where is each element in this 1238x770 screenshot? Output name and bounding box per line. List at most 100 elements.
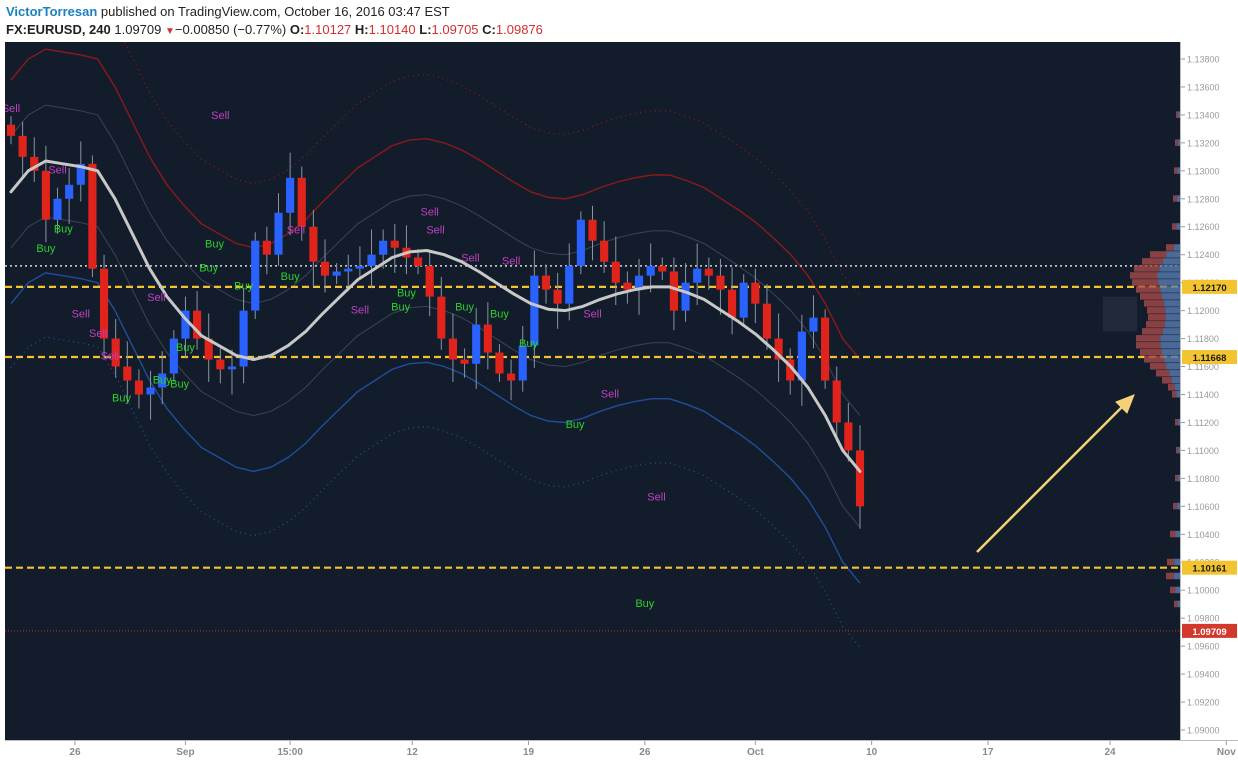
sell-signal-label: Sell: [583, 309, 601, 321]
price-axis[interactable]: 1.13800 1.13600 1.13400 1.13200 1.13000 1.128…: [1180, 42, 1238, 740]
change-text: −0.00850 (−0.77%): [174, 22, 287, 37]
last-price-badge-label: 1.09709: [1192, 627, 1226, 638]
candle-body-9: [111, 338, 120, 367]
price-tick-label: 1.12800: [1187, 194, 1220, 204]
candle-body-8: [99, 268, 109, 339]
vp-bar-red-3: [1134, 265, 1160, 272]
candle-body-41: [483, 324, 492, 353]
vp-bar-blue-10: [1165, 314, 1180, 321]
buy-signal-label: Buy: [54, 223, 73, 235]
vp-bar-blue-28: [1173, 572, 1180, 580]
candle-body-22: [262, 240, 271, 255]
candle-body-4: [53, 198, 62, 220]
candle-body-64: [751, 282, 760, 304]
sell-signal-label: Sell: [421, 207, 439, 219]
author-link[interactable]: VictorTorresan: [6, 4, 98, 19]
vp-bar-blue-16: [1163, 356, 1180, 363]
low-value: 1.09705: [431, 22, 479, 37]
candle-body-16: [193, 310, 202, 339]
candle-body-46: [541, 275, 551, 290]
time-axis[interactable]: 26 Sep 15:00 12 19 26 Oct 10 17 24 Nov: [5, 740, 1238, 764]
candle-body-35: [413, 257, 423, 266]
vp-bar-red-6: [1136, 286, 1161, 293]
vp-bar-blue-1: [1166, 251, 1180, 258]
candle-body-19: [227, 366, 237, 370]
candle-body-43: [507, 373, 516, 381]
price-tick-label: 1.13600: [1187, 82, 1220, 92]
sell-signal-label: Sell: [502, 255, 520, 267]
sell-signal-label: Sell: [351, 304, 369, 316]
candle-body-40: [472, 324, 481, 364]
vp-bar-blue-15: [1162, 349, 1180, 356]
upper-band-outer: [10, 0, 861, 296]
arrow-head-icon: [1115, 394, 1135, 414]
candle-body-59: [693, 268, 702, 283]
vp-bar-red-32: [1173, 195, 1177, 202]
vp-bar-red-22: [1175, 418, 1178, 426]
vp-bar-red-0: [1166, 244, 1174, 251]
level-badge-label: 1.11668: [1193, 353, 1227, 364]
price-tick-label: 1.13800: [1187, 54, 1220, 64]
vp-bar-blue-26: [1175, 530, 1180, 538]
vp-bar-red-11: [1146, 321, 1165, 328]
close-label: C:: [482, 22, 496, 37]
vp-bar-blue-33: [1177, 167, 1180, 174]
candle-body-66: [774, 338, 783, 360]
vp-bar-red-16: [1144, 356, 1164, 363]
buy-signal-label: Buy: [519, 338, 538, 350]
vp-bar-red-26: [1170, 530, 1176, 538]
vp-bar-red-23: [1176, 446, 1179, 454]
candle-body-56: [658, 265, 667, 272]
candle-body-30: [355, 265, 364, 269]
vp-bar-blue-2: [1162, 258, 1180, 265]
level-badge-label: 1.10161: [1192, 564, 1227, 575]
candle-body-42: [495, 352, 504, 374]
candle-body-18: [216, 359, 225, 370]
buy-signal-label: Buy: [455, 302, 474, 314]
candle-body-10: [123, 366, 132, 381]
level-badge-1: [1182, 279, 1237, 294]
candle-body-69: [809, 317, 818, 332]
level-badge-label: 1.12170: [1192, 283, 1226, 294]
low-label: L:: [419, 22, 432, 37]
arrow-shaft: [976, 398, 1131, 553]
candle-body-58: [681, 282, 690, 311]
price-tick-label: 1.11400: [1187, 390, 1219, 400]
buy-signal-label: Buy: [566, 419, 585, 431]
candle-body-1: [18, 135, 27, 157]
candle-body-27: [320, 261, 330, 276]
lower-band-mid: [10, 272, 861, 584]
chart-plot-area[interactable]: Sell Sell Buy Buy Sell Buy Buy Sell Sell Sell Sell…: [2, 0, 1180, 740]
candle-body-54: [634, 275, 644, 290]
candle-body-31: [367, 254, 376, 266]
price-tick-label: 1.12600: [1187, 222, 1220, 232]
candle-body-57: [669, 271, 678, 311]
vp-bar-blue-20: [1174, 384, 1180, 391]
buy-signal-label: Buy: [199, 262, 218, 274]
vp-bar-red-13: [1136, 335, 1161, 342]
vp-bar-red-8: [1144, 300, 1164, 307]
vp-bar-blue-25: [1176, 502, 1180, 510]
vp-bar-red-35: [1176, 111, 1179, 118]
vp-bar-blue-9: [1165, 307, 1180, 314]
candle-body-14: [169, 338, 178, 374]
moving-average-line: [9, 159, 862, 473]
buy-signal-label: Buy: [36, 243, 55, 255]
candle-body-72: [844, 422, 853, 451]
lower-band-inner: [10, 216, 861, 528]
chart-svg[interactable]: SellSellBuyBuySellBuyBuySellSellSellSell…: [2, 0, 1180, 740]
vp-bar-red-25: [1173, 502, 1177, 510]
time-tick-label: Nov: [1217, 747, 1236, 758]
candle-body-37: [437, 296, 446, 339]
candle-body-5: [65, 184, 74, 199]
ohlc-line: FX:EURUSD, 240 1.09709 ▼−0.00850 (−0.77%…: [6, 22, 543, 37]
vp-bar-blue-31: [1176, 223, 1180, 230]
vp-bar-red-14: [1136, 342, 1161, 349]
buy-signal-label: Buy: [205, 239, 224, 251]
price-tick-label: 1.11800: [1187, 334, 1219, 344]
candle-body-55: [646, 265, 655, 276]
down-triangle-icon: ▼: [165, 26, 175, 37]
candle-body-48: [565, 265, 574, 304]
vp-bar-blue-12: [1162, 328, 1180, 335]
candle-body-3: [41, 170, 50, 220]
